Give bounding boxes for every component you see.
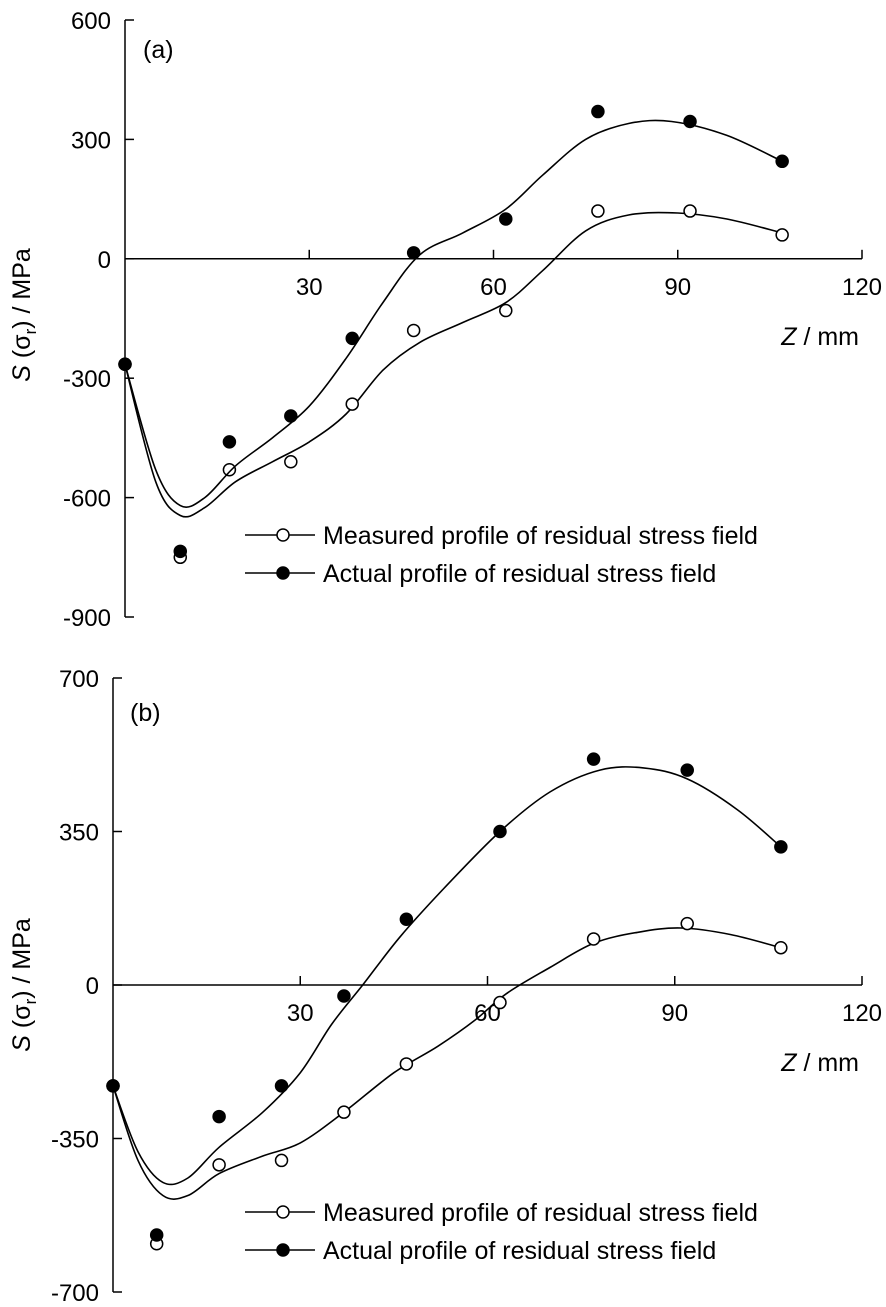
measured-data-point [499,303,513,318]
measured-data-point [591,204,605,218]
legend-marker [276,566,290,580]
x-tick-label: 90 [664,274,691,301]
measured-data-point [212,1158,226,1172]
x-axis-label: Z / mm [780,323,859,351]
y-tick-label: 700 [59,666,99,693]
y-tick-label: 350 [59,820,99,847]
legend-label: Measured profile of residual stress fiel… [323,522,758,550]
measured-data-point [775,228,789,242]
panel-label: (b) [130,699,161,727]
actual-data-point [106,1079,120,1093]
measured-data-point [337,1105,351,1119]
measured-data-point [683,204,697,218]
y-tick-label: 300 [71,127,111,154]
actual-fit-curve [112,766,782,1186]
actual-fit-curve [124,119,783,509]
x-tick-label: 120 [842,274,882,301]
y-tick-label: -350 [51,1127,99,1154]
actual-data-point [345,331,359,346]
measured-fit-curve [124,211,783,518]
measured-fit-curve [112,927,782,1200]
legend-marker [276,1243,290,1257]
y-tick-label: -900 [63,605,111,632]
y-tick-label: -600 [63,486,111,513]
actual-data-point [274,1079,289,1093]
y-tick-label: 600 [71,8,111,35]
actual-data-point [493,824,507,839]
chart-panel-a: 600 300 0 -300 -600 -900 30 60 90 120 Z / mm S (σr)… [8,8,882,632]
measured-data-point [493,995,507,1010]
measured-data-point [274,1153,289,1168]
y-tick-label: 0 [98,247,111,274]
actual-data-point [499,212,513,226]
actual-data-point [774,840,788,854]
x-tick-label: 90 [661,1000,688,1027]
actual-data-point [212,1109,226,1124]
legend-label: Actual profile of residual stress field [323,560,716,588]
measured-data-point [680,916,694,931]
actual-data-point [683,114,697,129]
actual-data-point [586,752,601,766]
actual-data-point [591,104,605,119]
actual-data-point [149,1228,164,1242]
actual-data-point [775,154,789,169]
measured-data-point [222,462,237,477]
actual-data-point [118,357,132,372]
measured-data-point [284,455,298,469]
actual-data-point [337,989,351,1003]
actual-data-point [284,409,298,423]
x-tick-label: 120 [842,1000,882,1027]
measured-data-point [406,323,421,338]
measured-data-point [399,1057,414,1071]
measured-data-point [345,397,359,411]
measured-data-point [586,932,601,946]
legend-marker [276,528,290,542]
y-axis-label: S (σr) / MPa [8,918,40,1052]
measured-data-point [774,940,788,955]
y-tick-label: -300 [63,366,111,393]
y-axis-label: S (σr) / MPa [8,248,40,382]
actual-data-point [680,763,694,777]
actual-data-point [399,912,414,926]
legend-marker [276,1205,290,1219]
y-tick-label: -700 [51,1280,99,1307]
actual-data-point [222,435,237,449]
legend-label: Actual profile of residual stress field [323,1237,716,1265]
x-tick-label: 30 [287,1000,314,1027]
x-tick-label: 30 [296,274,323,301]
panel-label: (a) [143,36,174,64]
legend-label: Measured profile of residual stress fiel… [323,1199,758,1227]
x-axis-label: Z / mm [780,1049,859,1077]
actual-data-point [406,246,421,260]
x-tick-label: 60 [480,274,507,301]
y-tick-label: 0 [86,973,99,1000]
actual-data-point [173,544,188,559]
